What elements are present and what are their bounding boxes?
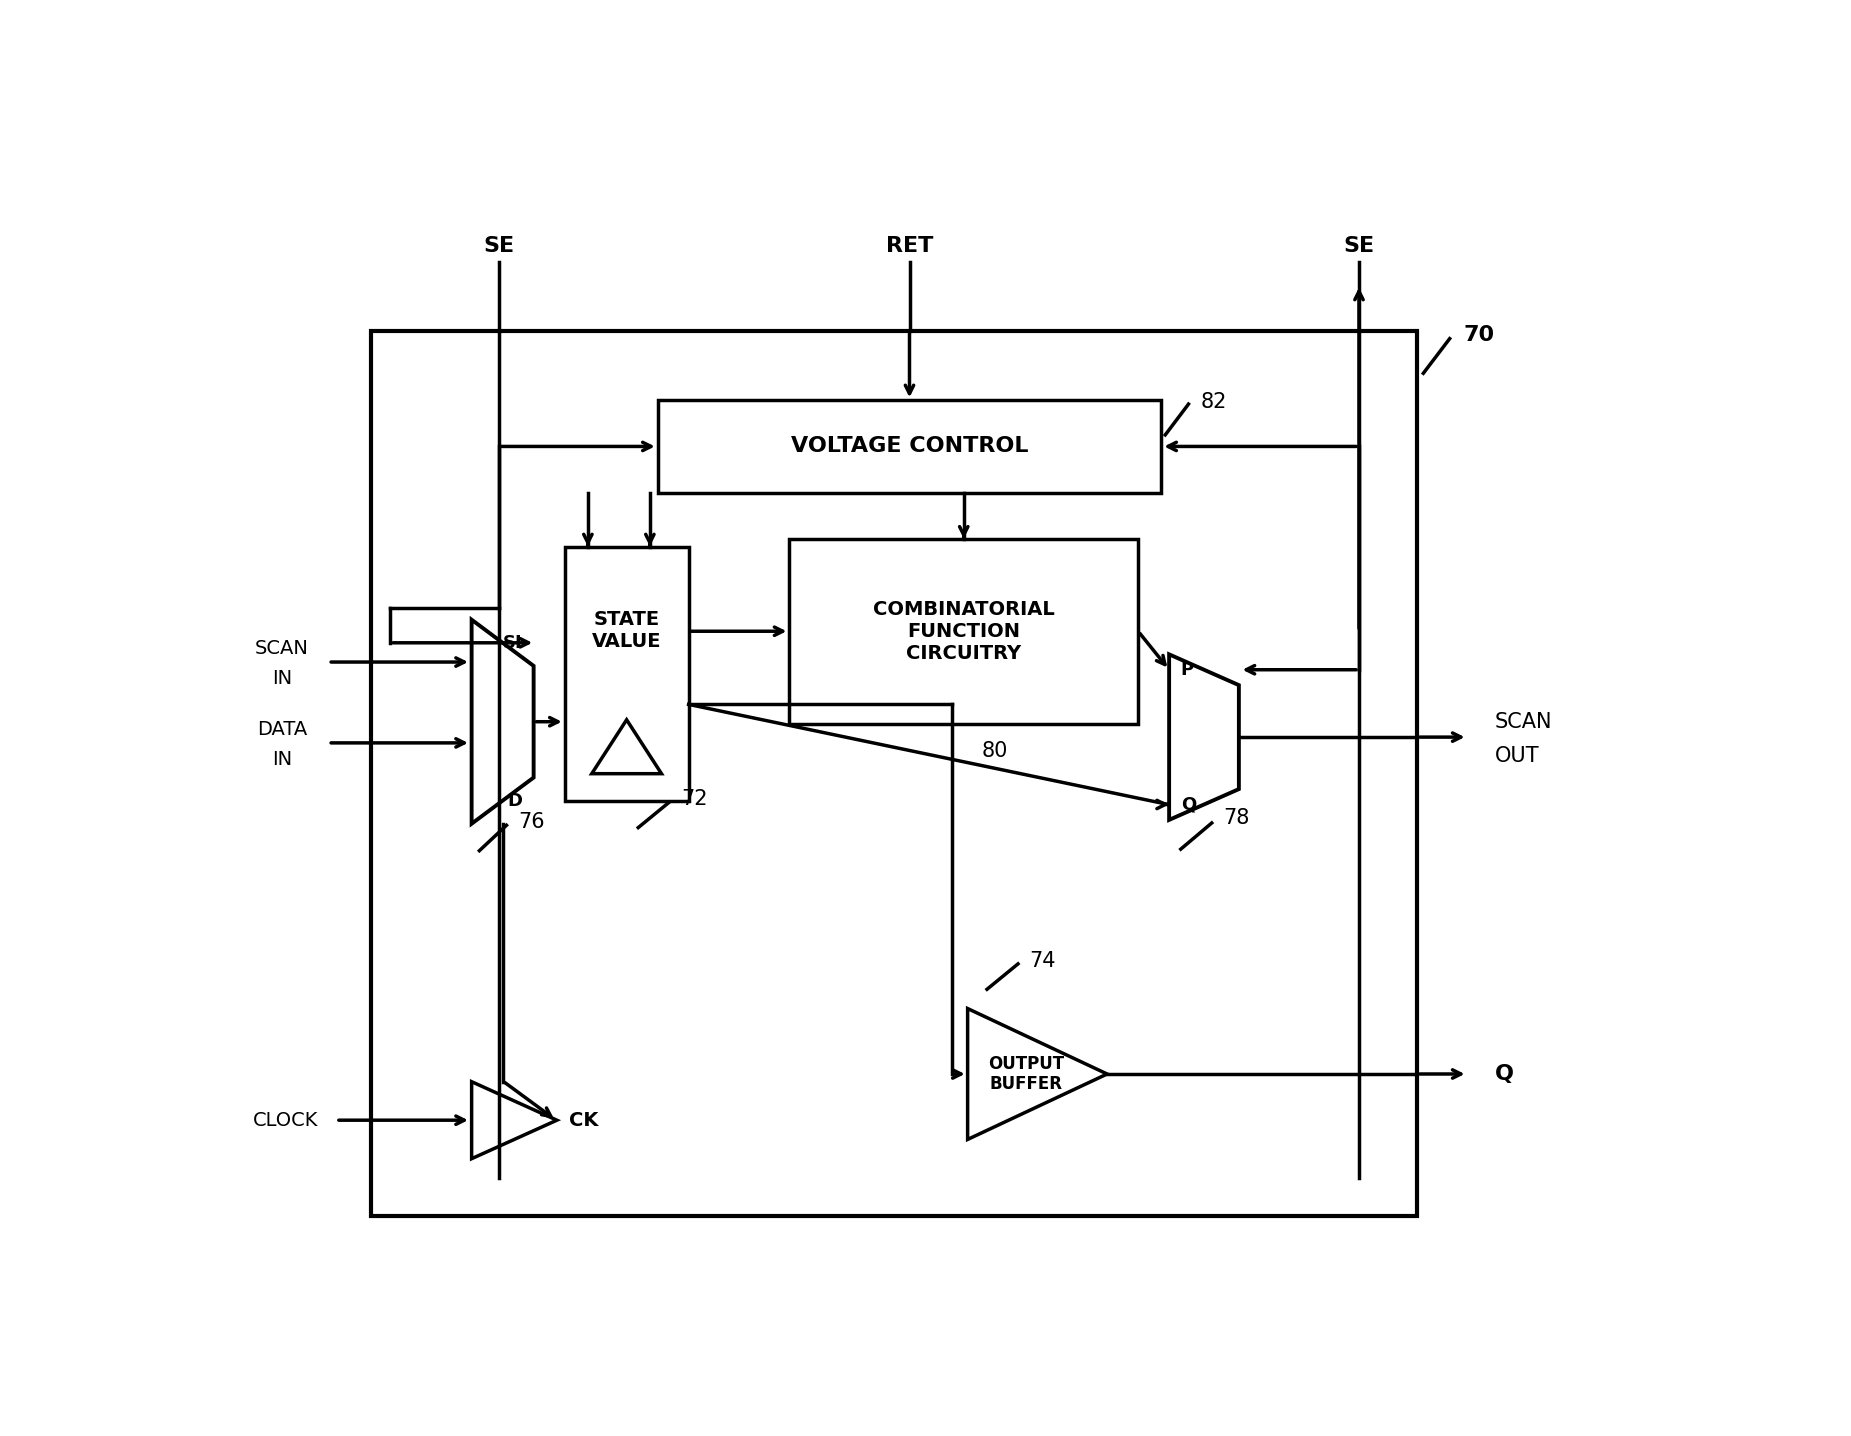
Text: 72: 72 xyxy=(681,790,707,808)
Text: 76: 76 xyxy=(518,813,544,833)
Text: STATE
VALUE: STATE VALUE xyxy=(592,610,661,651)
Text: OUT: OUT xyxy=(1494,747,1540,767)
Text: Q: Q xyxy=(1181,796,1196,813)
Text: DATA: DATA xyxy=(257,719,307,738)
Text: 74: 74 xyxy=(1029,951,1057,971)
Text: SCAN: SCAN xyxy=(1494,712,1553,732)
Text: RET: RET xyxy=(887,237,933,256)
Polygon shape xyxy=(472,1081,557,1159)
Text: IN: IN xyxy=(272,751,292,770)
Text: 70: 70 xyxy=(1464,325,1496,345)
Polygon shape xyxy=(968,1008,1107,1139)
Text: 78: 78 xyxy=(1224,808,1249,829)
Text: CLOCK: CLOCK xyxy=(254,1110,318,1130)
Text: P: P xyxy=(1181,661,1194,679)
Text: SI: SI xyxy=(502,633,522,652)
Text: SCAN: SCAN xyxy=(255,639,309,658)
Text: VOLTAGE CONTROL: VOLTAGE CONTROL xyxy=(790,437,1029,457)
Text: COMBINATORIAL
FUNCTION
CIRCUITRY: COMBINATORIAL FUNCTION CIRCUITRY xyxy=(874,600,1055,663)
Text: IN: IN xyxy=(272,669,292,688)
Bar xyxy=(565,547,689,801)
Polygon shape xyxy=(1170,655,1238,820)
Text: SE: SE xyxy=(483,237,515,256)
Text: OUTPUT
BUFFER: OUTPUT BUFFER xyxy=(988,1054,1064,1093)
Text: 82: 82 xyxy=(1199,392,1227,412)
Bar xyxy=(789,538,1138,724)
Bar xyxy=(657,401,1161,493)
Text: D: D xyxy=(507,791,522,810)
Text: Q: Q xyxy=(1494,1064,1514,1084)
Text: 80: 80 xyxy=(981,741,1009,761)
Polygon shape xyxy=(592,719,661,774)
Polygon shape xyxy=(472,620,533,824)
Bar xyxy=(370,330,1418,1216)
Text: CK: CK xyxy=(568,1110,598,1130)
Text: SE: SE xyxy=(1344,237,1375,256)
